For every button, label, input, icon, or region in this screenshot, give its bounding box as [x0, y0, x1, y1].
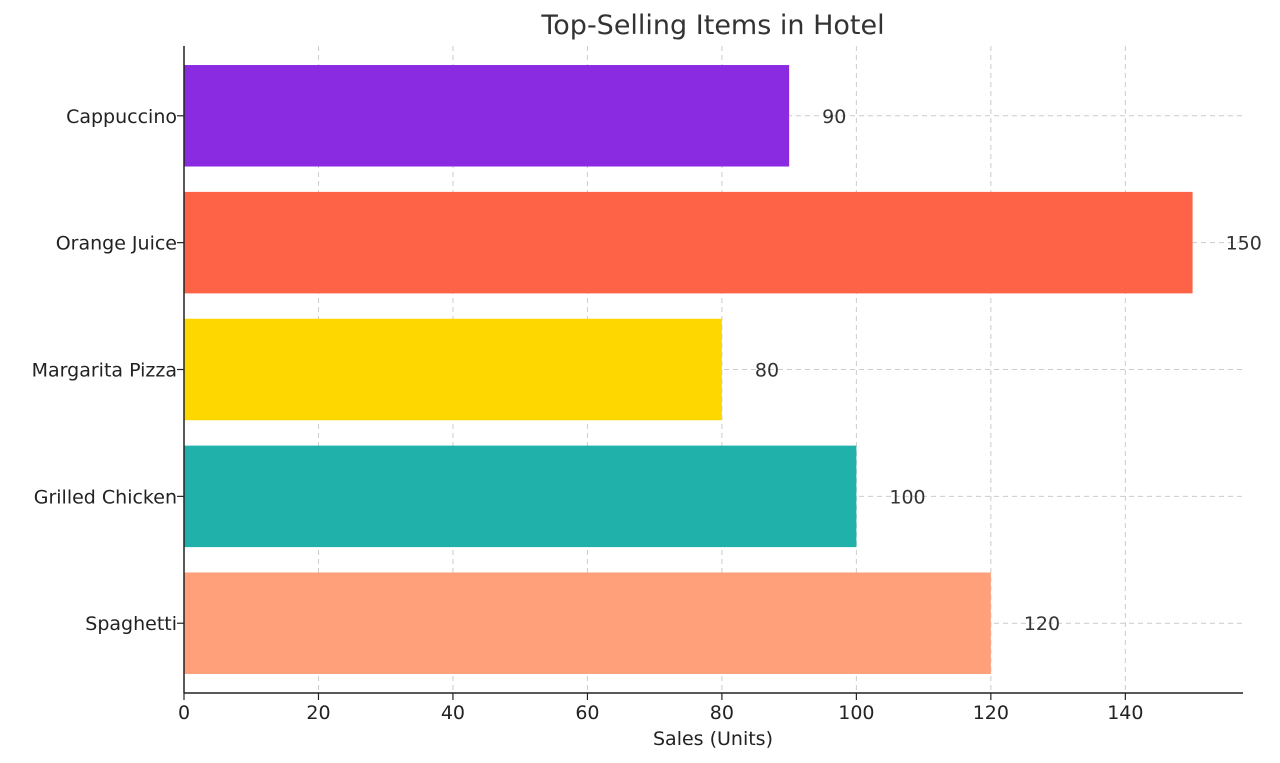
y-axis-ticks: Spaghetti Grilled Chicken Margarita Pizza O…: [32, 106, 184, 635]
data-labels: 120 100 80 150 90: [755, 106, 1262, 635]
x-tick-label: 80: [710, 702, 734, 724]
data-label: 80: [755, 360, 779, 382]
x-axis-ticks: 0 20 40 60 80 100 120 140: [178, 693, 1143, 724]
data-label: 100: [889, 486, 925, 508]
y-tick-label: Orange Juice: [56, 233, 177, 255]
data-label: 90: [822, 106, 846, 128]
y-tick-label: Spaghetti: [85, 613, 177, 635]
y-tick-label: Grilled Chicken: [34, 486, 177, 508]
bars: [184, 65, 1193, 674]
x-tick-label: 40: [441, 702, 465, 724]
data-label: 150: [1226, 233, 1262, 255]
bar-cappuccino: [184, 65, 790, 167]
bar-orange-juice: [184, 191, 1193, 294]
data-label: 120: [1024, 613, 1060, 635]
x-tick-label: 0: [178, 702, 190, 724]
bar-margarita-pizza: [184, 318, 722, 421]
x-tick-label: 140: [1107, 702, 1143, 724]
y-tick-label: Margarita Pizza: [32, 360, 177, 382]
x-tick-label: 60: [575, 702, 599, 724]
chart-title: Top-Selling Items in Hotel: [540, 10, 884, 41]
bar-grilled-chicken: [184, 445, 857, 548]
x-tick-label: 120: [973, 702, 1009, 724]
y-tick-label: Cappuccino: [66, 106, 177, 128]
x-axis-label: Sales (Units): [653, 728, 773, 750]
x-tick-label: 100: [838, 702, 874, 724]
x-tick-label: 20: [306, 702, 330, 724]
bar-spaghetti: [184, 572, 991, 674]
